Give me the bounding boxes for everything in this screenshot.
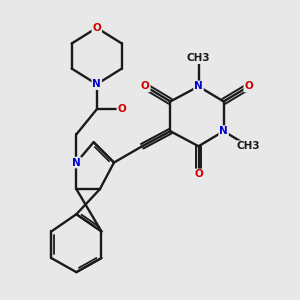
Text: O: O: [141, 81, 150, 92]
Text: O: O: [117, 104, 126, 114]
Text: CH3: CH3: [237, 141, 260, 151]
Text: N: N: [194, 81, 203, 92]
Text: O: O: [244, 81, 253, 92]
Text: O: O: [194, 169, 203, 179]
Text: CH3: CH3: [187, 53, 210, 63]
Text: N: N: [219, 126, 228, 136]
Text: N: N: [92, 79, 101, 89]
Text: O: O: [92, 23, 101, 33]
Text: N: N: [72, 158, 81, 167]
